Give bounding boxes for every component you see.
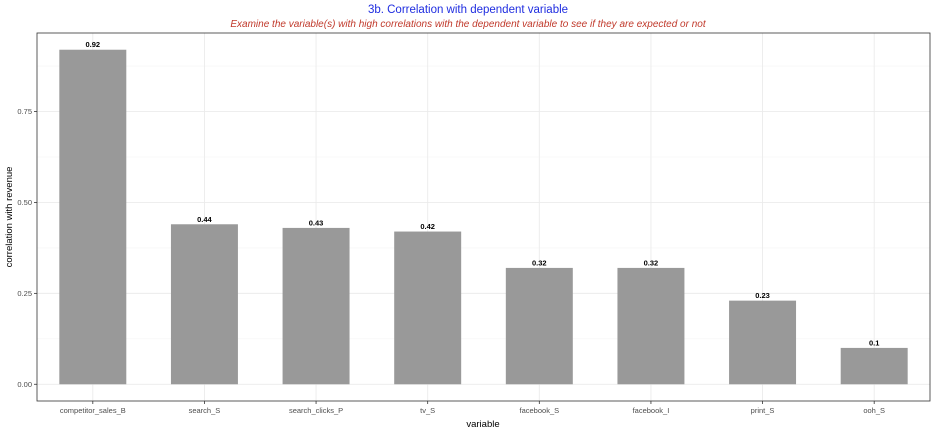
y-axis: 0.00 0.25 0.50 0.75 bbox=[17, 107, 37, 389]
chart-title: 3b. Correlation with dependent variable bbox=[367, 4, 569, 16]
data-label-competitor_sales_B: 0.92 bbox=[86, 40, 101, 49]
data-labels: 0.92 0.44 0.43 0.42 0.32 0.32 0.23 0.1 bbox=[86, 40, 880, 347]
bar-ooh_S bbox=[840, 347, 908, 385]
bars bbox=[59, 49, 908, 385]
data-label-facebook_S: 0.32 bbox=[532, 258, 547, 267]
bar-facebook_S bbox=[505, 267, 573, 385]
x-tick-label: tv_S bbox=[420, 406, 435, 415]
x-tick-label: ooh_S bbox=[863, 406, 885, 415]
x-axis: competitor_sales_B search_S search_clicks_… bbox=[60, 401, 885, 415]
x-axis-title: variable bbox=[466, 419, 499, 430]
x-tick-label: competitor_sales_B bbox=[60, 406, 126, 415]
x-tick-label: search_clicks_P bbox=[289, 406, 343, 415]
x-tick-label: print_S bbox=[751, 406, 775, 415]
data-label-search_clicks_P: 0.43 bbox=[309, 218, 324, 227]
y-axis-title: correlation with revenue bbox=[4, 167, 15, 268]
x-tick-label: search_S bbox=[189, 406, 221, 415]
x-tick-label: facebook_S bbox=[520, 406, 560, 415]
bar-search_clicks_P bbox=[282, 227, 350, 385]
bar-print_S bbox=[729, 300, 797, 385]
bar-facebook_I bbox=[617, 267, 685, 385]
y-tick-label: 0.00 bbox=[17, 380, 32, 389]
bar-tv_S bbox=[394, 231, 462, 385]
panel-border bbox=[36, 32, 931, 402]
data-label-tv_S: 0.42 bbox=[420, 222, 435, 231]
chart-subtitle: Examine the variable(s) with high correl… bbox=[230, 19, 706, 30]
bar-search_S bbox=[170, 224, 238, 385]
data-label-ooh_S: 0.1 bbox=[869, 338, 879, 347]
y-tick-label: 0.50 bbox=[17, 198, 32, 207]
y-tick-label: 0.25 bbox=[17, 289, 32, 298]
data-label-print_S: 0.23 bbox=[755, 291, 770, 300]
data-label-search_S: 0.44 bbox=[197, 215, 212, 224]
data-label-facebook_I: 0.32 bbox=[644, 258, 659, 267]
y-tick-label: 0.75 bbox=[17, 107, 32, 116]
bar-competitor_sales_B bbox=[59, 49, 127, 385]
x-tick-label: facebook_I bbox=[633, 406, 670, 415]
